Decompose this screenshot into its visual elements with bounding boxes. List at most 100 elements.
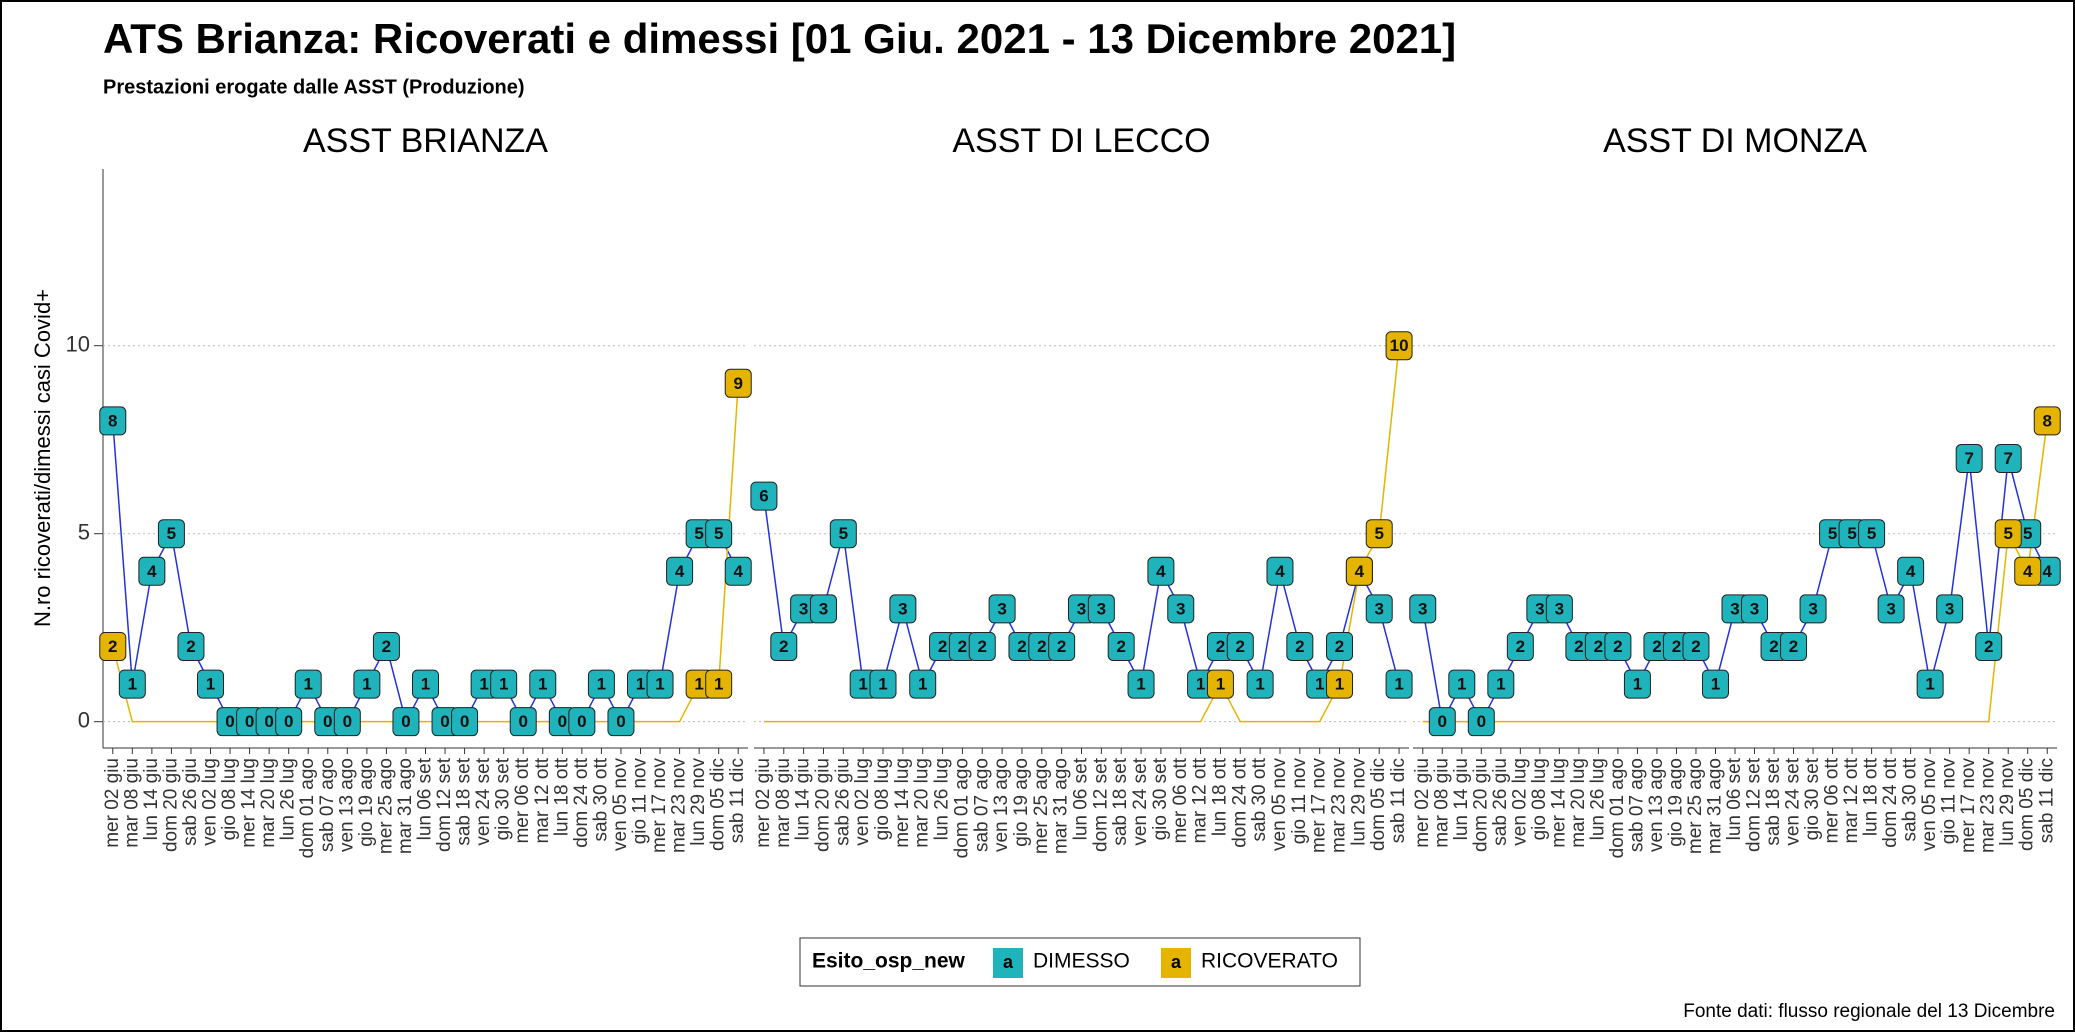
data-label: 3: [1409, 594, 1437, 624]
point-label: 4: [1355, 562, 1365, 581]
data-label: 1: [1246, 669, 1274, 699]
legend-swatch: [1161, 948, 1191, 978]
data-label: 4: [724, 556, 752, 586]
data-label: 2: [99, 631, 127, 661]
x-tick-label: sab 26 giu: [832, 758, 853, 846]
point-label: 0: [460, 712, 469, 731]
point-box: [568, 707, 596, 737]
data-label: 0: [509, 707, 537, 737]
legend-label: DIMESSO: [1033, 950, 1130, 973]
data-label: 5: [829, 519, 857, 549]
legend-frame: [799, 937, 1361, 987]
point-label: 3: [799, 599, 808, 618]
x-tick-label: mar 31 ago: [395, 758, 416, 854]
data-label: 5: [1365, 519, 1393, 549]
point-label: 3: [1418, 599, 1427, 618]
x-tick-label: lun 26 lug: [278, 758, 299, 840]
point-label: 1: [1196, 675, 1205, 694]
x-tick-label: dom 01 ago: [297, 758, 318, 858]
point-label: 5: [167, 524, 176, 543]
point-box: [705, 519, 733, 549]
point-box: [99, 631, 127, 661]
x-tick-label: lun 06 set: [1071, 757, 1092, 840]
point-label: 6: [759, 487, 768, 506]
point-label: 4: [147, 562, 157, 581]
point-label: 4: [2043, 562, 2053, 581]
point-box: [2033, 406, 2061, 436]
point-label: 2: [1594, 637, 1603, 656]
data-label: 0: [451, 707, 479, 737]
data-label: 0: [1428, 707, 1456, 737]
point-label: 5: [1828, 524, 1837, 543]
point-label: 0: [401, 712, 410, 731]
point-label: 9: [733, 374, 742, 393]
point-label: 2: [1017, 637, 1026, 656]
point-box: [1326, 631, 1354, 661]
point-label: 3: [819, 599, 828, 618]
point-box: [490, 669, 518, 699]
point-box: [1916, 669, 1944, 699]
data-label: 2: [1682, 631, 1710, 661]
data-label: 3: [1167, 594, 1195, 624]
point-box: [1246, 669, 1274, 699]
point-box: [1448, 669, 1476, 699]
point-label: 3: [1750, 599, 1759, 618]
x-tick-label: mar 08 giu: [121, 758, 142, 848]
x-tick-label: mer 02 giu: [753, 758, 774, 848]
point-box: [724, 368, 752, 398]
x-tick-label: gio 11 nov: [1939, 758, 1960, 845]
x-tick-label: dom 01 ago: [951, 758, 972, 858]
facet-title: ASST BRIANZA: [303, 122, 548, 160]
x-tick-label: sab 07 ago: [971, 758, 992, 852]
point-box: [724, 556, 752, 586]
data-label: 1: [646, 669, 674, 699]
point-box: [1682, 631, 1710, 661]
data-label: 1: [1487, 669, 1515, 699]
point-label: 0: [518, 712, 527, 731]
point-label: 2: [779, 637, 788, 656]
point-label: 1: [655, 675, 664, 694]
point-label: 3: [1077, 599, 1086, 618]
point-box: [1623, 669, 1651, 699]
point-label: 1: [1457, 675, 1466, 694]
point-label: 3: [1374, 599, 1383, 618]
data-label: 2: [1107, 631, 1135, 661]
x-tick-label: mar 12 ott: [1841, 757, 1862, 843]
x-tick-label: sab 11 dic: [727, 758, 748, 843]
point-box: [1897, 556, 1925, 586]
x-tick-label: dom 24 ott: [1229, 757, 1250, 847]
data-label: 7: [1955, 444, 1983, 473]
point-box: [197, 669, 224, 699]
point-label: 1: [1394, 675, 1403, 694]
point-label: 2: [978, 637, 987, 656]
data-label: 1: [909, 669, 937, 699]
x-tick-label: dom 12 set: [434, 757, 455, 852]
point-box: [869, 669, 897, 699]
data-label: 4: [666, 556, 694, 586]
x-tick-label: mer 14 lug: [1548, 758, 1569, 848]
x-tick-label: gio 30 set: [493, 757, 514, 840]
x-tick-label: sab 07 ago: [317, 758, 338, 852]
point-box: [392, 707, 420, 737]
x-tick-label: ven 24 set: [473, 757, 494, 845]
facet-title: ASST DI LECCO: [952, 122, 1210, 160]
x-tick-label: gio 08 lug: [219, 758, 240, 840]
data-label: 0: [392, 707, 420, 737]
legend-swatch: [993, 948, 1023, 978]
point-label: 1: [421, 675, 430, 694]
data-label: 3: [1741, 594, 1769, 624]
point-box: [138, 556, 166, 586]
point-label: 7: [2003, 449, 2012, 468]
point-label: 1: [1255, 675, 1264, 694]
point-label: 1: [1925, 675, 1934, 694]
point-label: 4: [1906, 562, 1916, 581]
facet-title: ASST DI MONZA: [1603, 122, 1867, 160]
point-label: 1: [303, 675, 312, 694]
point-box: [1385, 669, 1413, 699]
data-label: 1: [529, 669, 557, 699]
data-label: 4: [1147, 556, 1175, 586]
point-label: 2: [1236, 637, 1245, 656]
x-tick-label: mer 02 giu: [102, 758, 123, 848]
x-tick-label: dom 20 giu: [160, 758, 181, 852]
